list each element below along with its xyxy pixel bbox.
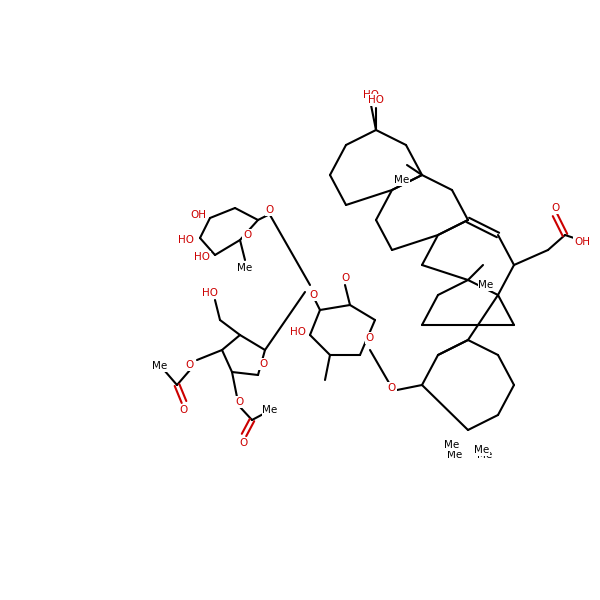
Text: O: O bbox=[180, 405, 188, 415]
Text: O: O bbox=[552, 203, 560, 213]
Text: Me: Me bbox=[262, 405, 278, 415]
Text: O: O bbox=[243, 230, 251, 240]
Text: Me: Me bbox=[445, 440, 460, 450]
Text: O: O bbox=[259, 359, 267, 369]
Text: OH: OH bbox=[574, 237, 590, 247]
Text: O: O bbox=[236, 397, 244, 407]
Text: Me: Me bbox=[152, 361, 167, 371]
Text: Me: Me bbox=[238, 263, 253, 273]
Text: Me: Me bbox=[475, 445, 490, 455]
Text: Me: Me bbox=[478, 450, 493, 460]
Text: Me: Me bbox=[394, 175, 410, 185]
Text: O: O bbox=[341, 273, 349, 283]
Text: O: O bbox=[266, 205, 274, 215]
Text: HO: HO bbox=[368, 95, 384, 105]
Text: HO: HO bbox=[194, 252, 210, 262]
Text: HO: HO bbox=[363, 90, 379, 100]
Text: HO: HO bbox=[202, 288, 218, 298]
Text: HO: HO bbox=[178, 235, 194, 245]
Text: O: O bbox=[186, 360, 194, 370]
Text: O: O bbox=[309, 290, 317, 300]
Text: Me: Me bbox=[448, 450, 463, 460]
Text: Me: Me bbox=[478, 280, 494, 290]
Text: OH: OH bbox=[190, 210, 206, 220]
Text: O: O bbox=[366, 333, 374, 343]
Text: O: O bbox=[240, 438, 248, 448]
Text: O: O bbox=[388, 383, 396, 393]
Text: HO: HO bbox=[290, 327, 306, 337]
